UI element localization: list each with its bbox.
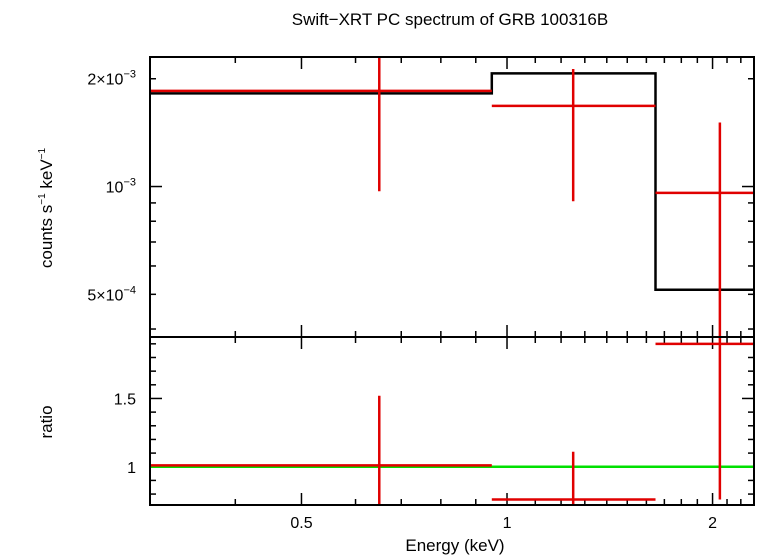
x-tick-label: 1 bbox=[503, 515, 512, 532]
y-tick-mantissa: 10 bbox=[106, 180, 124, 197]
y-tick-exponent: −3 bbox=[123, 177, 136, 189]
y-tick-mantissa: 5×10 bbox=[87, 287, 123, 304]
spectrum-y-tick-label: 2×10−3 bbox=[87, 69, 136, 89]
x-tick-label: 2 bbox=[708, 515, 717, 532]
spectrum-y-tick-label: 10−3 bbox=[106, 177, 136, 197]
spectrum-y-tick-label: 5×10−4 bbox=[87, 284, 136, 304]
y-tick-mantissa: 2×10 bbox=[87, 72, 123, 89]
y-tick-exponent: −4 bbox=[123, 284, 136, 296]
x-axis-label: Energy (keV) bbox=[405, 536, 504, 555]
chart-title: Swift−XRT PC spectrum of GRB 100316B bbox=[292, 10, 608, 29]
ratio-frame-overlay bbox=[149, 336, 755, 506]
y-label-mid: keV bbox=[37, 159, 56, 194]
y-label-base: counts s bbox=[37, 205, 56, 268]
ratio-y-tick-label: 1 bbox=[127, 460, 136, 477]
x-tick-label: 0.5 bbox=[290, 515, 312, 532]
ratio-y-tick-label: 1.5 bbox=[114, 391, 136, 408]
y-label-sup2: −1 bbox=[37, 147, 48, 159]
y-tick-exponent: −3 bbox=[123, 69, 136, 81]
spectrum-y-axis-label: counts s−1 keV−1 bbox=[37, 147, 56, 268]
ratio-y-axis-label: ratio bbox=[37, 405, 56, 438]
ratio-panel: 0.5 1 2 1 1.5 bbox=[114, 336, 755, 532]
y-label-sup1: −1 bbox=[37, 193, 48, 205]
